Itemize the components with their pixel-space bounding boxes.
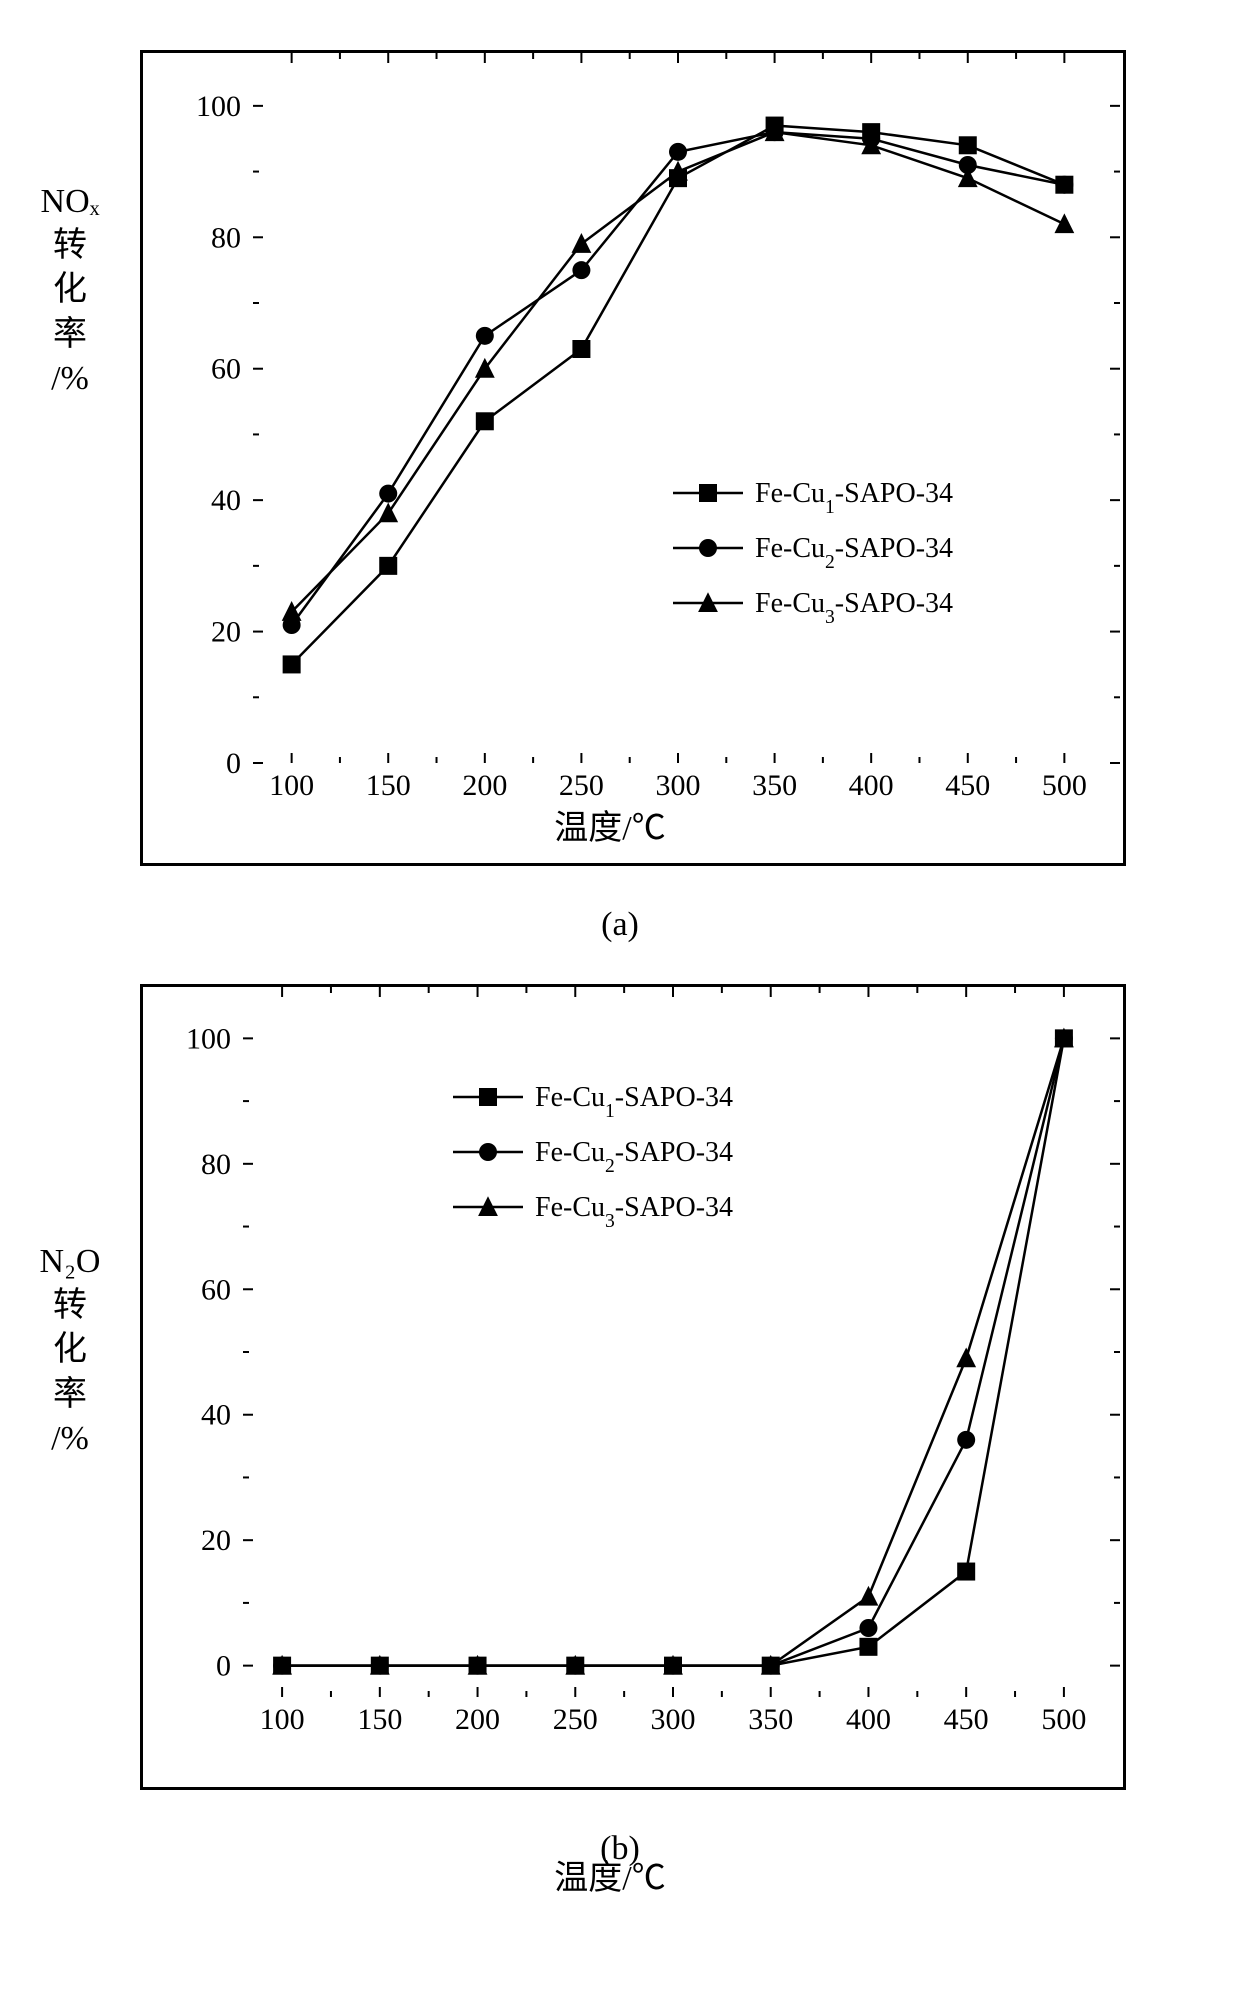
- svg-text:100: 100: [196, 90, 241, 123]
- svg-text:Fe-Cu1-SAPO-34: Fe-Cu1-SAPO-34: [535, 1082, 733, 1122]
- chart-b-xlabel: 温度/℃: [460, 1850, 760, 1899]
- svg-text:20: 20: [211, 616, 241, 649]
- ylabel-text: /%: [20, 1417, 120, 1461]
- svg-text:40: 40: [201, 1399, 231, 1432]
- svg-text:Fe-Cu3-SAPO-34: Fe-Cu3-SAPO-34: [535, 1192, 733, 1232]
- svg-text:500: 500: [1041, 1703, 1086, 1736]
- svg-text:Fe-Cu2-SAPO-34: Fe-Cu2-SAPO-34: [755, 533, 953, 573]
- svg-text:40: 40: [211, 484, 241, 517]
- ylabel-text: 转: [20, 224, 120, 268]
- svg-text:60: 60: [211, 353, 241, 386]
- chart-a-xlabel: 温度/℃: [460, 800, 760, 849]
- svg-text:450: 450: [945, 769, 990, 802]
- chart-b-ylabel: N₂O 转 化 率 /%: [20, 1240, 120, 1461]
- ylabel-text: 转: [20, 1284, 120, 1328]
- svg-text:Fe-Cu1-SAPO-34: Fe-Cu1-SAPO-34: [755, 478, 953, 518]
- svg-text:450: 450: [944, 1703, 989, 1736]
- ylabel-text: NOₓ: [20, 180, 120, 224]
- chart-a-svg: 100 150 200 250 300 350 400 450 500 0 20 40 60 80 100 F…: [143, 53, 1123, 863]
- chart-a-ylabel: NOₓ 转 化 率 /%: [20, 180, 120, 401]
- svg-text:400: 400: [846, 1703, 891, 1736]
- svg-text:350: 350: [748, 1703, 793, 1736]
- ylabel-text: 率: [20, 1373, 120, 1417]
- svg-text:80: 80: [211, 221, 241, 254]
- ylabel-text: N₂O: [20, 1240, 120, 1284]
- svg-text:Fe-Cu3-SAPO-34: Fe-Cu3-SAPO-34: [755, 588, 953, 628]
- svg-text:300: 300: [651, 1703, 696, 1736]
- svg-text:Fe-Cu2-SAPO-34: Fe-Cu2-SAPO-34: [535, 1137, 733, 1177]
- chart-b-svg: 100 150 200 250 300 350 400 450 500 0 20 40 60 80 100 F…: [143, 987, 1123, 1787]
- svg-text:400: 400: [849, 769, 894, 802]
- svg-text:100: 100: [260, 1703, 305, 1736]
- chart-b-container: 100 150 200 250 300 350 400 450 500 0 20 40 60 80 100 F…: [140, 984, 1126, 1790]
- ylabel-text: 率: [20, 313, 120, 357]
- svg-text:20: 20: [201, 1524, 231, 1557]
- svg-text:0: 0: [226, 747, 241, 780]
- svg-text:0: 0: [216, 1650, 231, 1683]
- svg-text:60: 60: [201, 1273, 231, 1306]
- svg-text:250: 250: [553, 1703, 598, 1736]
- svg-text:150: 150: [357, 1703, 402, 1736]
- svg-text:80: 80: [201, 1148, 231, 1181]
- svg-text:500: 500: [1042, 769, 1087, 802]
- svg-text:100: 100: [269, 769, 314, 802]
- chart-a-container: 100 150 200 250 300 350 400 450 500 0 20 40 60 80 100 F…: [140, 50, 1126, 866]
- svg-text:150: 150: [366, 769, 411, 802]
- ylabel-text: 化: [20, 1328, 120, 1372]
- svg-text:300: 300: [656, 769, 701, 802]
- svg-text:250: 250: [559, 769, 604, 802]
- svg-text:200: 200: [462, 769, 507, 802]
- ylabel-text: 化: [20, 268, 120, 312]
- svg-text:200: 200: [455, 1703, 500, 1736]
- chart-a-subplot-label: (a): [20, 906, 1220, 944]
- ylabel-text: /%: [20, 357, 120, 401]
- svg-text:350: 350: [752, 769, 797, 802]
- svg-text:100: 100: [186, 1022, 231, 1055]
